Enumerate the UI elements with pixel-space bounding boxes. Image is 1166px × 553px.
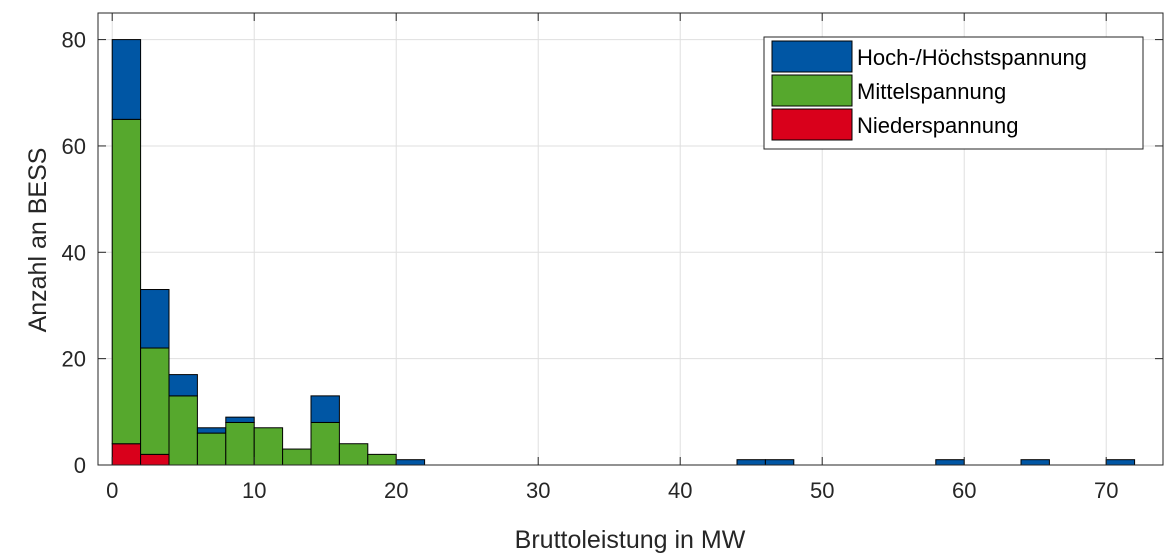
- x-tick-label-70: 70: [1094, 478, 1118, 503]
- bar-hoch-h-chstspannung-46: [764, 459, 795, 466]
- bar-mittelspannung-16: [338, 443, 369, 466]
- x-tick-label-50: 50: [810, 478, 834, 503]
- axes: [97, 12, 1164, 466]
- bar-hoch-h-chstspannung-14: [310, 395, 340, 423]
- bar-hoch-h-chstspannung-6: [196, 427, 227, 434]
- y-tick-label-80: 80: [62, 28, 86, 53]
- bar-hoch-h-chstspannung-2: [140, 289, 170, 349]
- legend-label-hoch-h-chstspannung: Hoch-/Höchstspannung: [857, 45, 1087, 70]
- y-tick-label-60: 60: [62, 134, 86, 159]
- x-tick-label-0: 0: [106, 478, 118, 503]
- bar-hoch-h-chstspannung-20: [395, 459, 426, 466]
- bar-mittelspannung-6: [196, 432, 227, 466]
- legend-label-mittelspannung: Mittelspannung: [857, 79, 1006, 104]
- bar-hoch-h-chstspannung-44: [736, 459, 766, 466]
- bar-mittelspannung-14: [310, 421, 340, 466]
- bar-mittelspannung-4: [168, 395, 198, 466]
- bar-mittelspannung-18: [367, 453, 397, 466]
- bar-hoch-h-chstspannung-58: [935, 459, 965, 466]
- y-axis-label: Anzahl an BESS: [24, 148, 52, 333]
- plot-box: [97, 12, 1164, 466]
- bar-hoch-h-chstspannung-0: [111, 39, 142, 120]
- x-tick-label-40: 40: [668, 478, 692, 503]
- x-tick-label-60: 60: [952, 478, 976, 503]
- legend-swatch-hoch-h-chstspannung: [771, 40, 853, 73]
- x-tick-label-10: 10: [242, 478, 266, 503]
- y-tick-label-20: 20: [62, 347, 86, 372]
- bar-mittelspannung-8: [225, 421, 255, 466]
- bar-hoch-h-chstspannung-70: [1105, 459, 1136, 466]
- legend-swatch-mittelspannung: [771, 74, 853, 107]
- bars: [111, 39, 1136, 466]
- y-tick-label-0: 0: [74, 453, 86, 478]
- bar-hoch-h-chstspannung-8: [225, 416, 255, 423]
- tick-labels: 0 10 20 30 40 50 60 70 0 20 40 60 80: [62, 28, 1119, 503]
- bar-mittelspannung-10: [253, 427, 284, 466]
- y-tick-label-40: 40: [62, 240, 86, 265]
- legend-swatch-niederspannung: [771, 108, 853, 141]
- bar-niederspannung-2: [140, 453, 170, 466]
- x-tick-label-30: 30: [526, 478, 550, 503]
- bar-mittelspannung-2: [140, 347, 170, 455]
- bar-niederspannung-0: [111, 443, 142, 466]
- bar-hoch-h-chstspannung-64: [1020, 459, 1050, 466]
- bar-mittelspannung-0: [111, 118, 142, 445]
- bar-hoch-h-chstspannung-4: [168, 374, 198, 397]
- legend-label-niederspannung: Niederspannung: [857, 113, 1018, 138]
- x-tick-label-20: 20: [384, 478, 408, 503]
- legend: Hoch-/Höchstspannung Mittelspannung Nieder…: [763, 36, 1144, 150]
- bar-mittelspannung-12: [282, 448, 312, 466]
- x-axis-label: Bruttoleistung in MW: [515, 526, 746, 553]
